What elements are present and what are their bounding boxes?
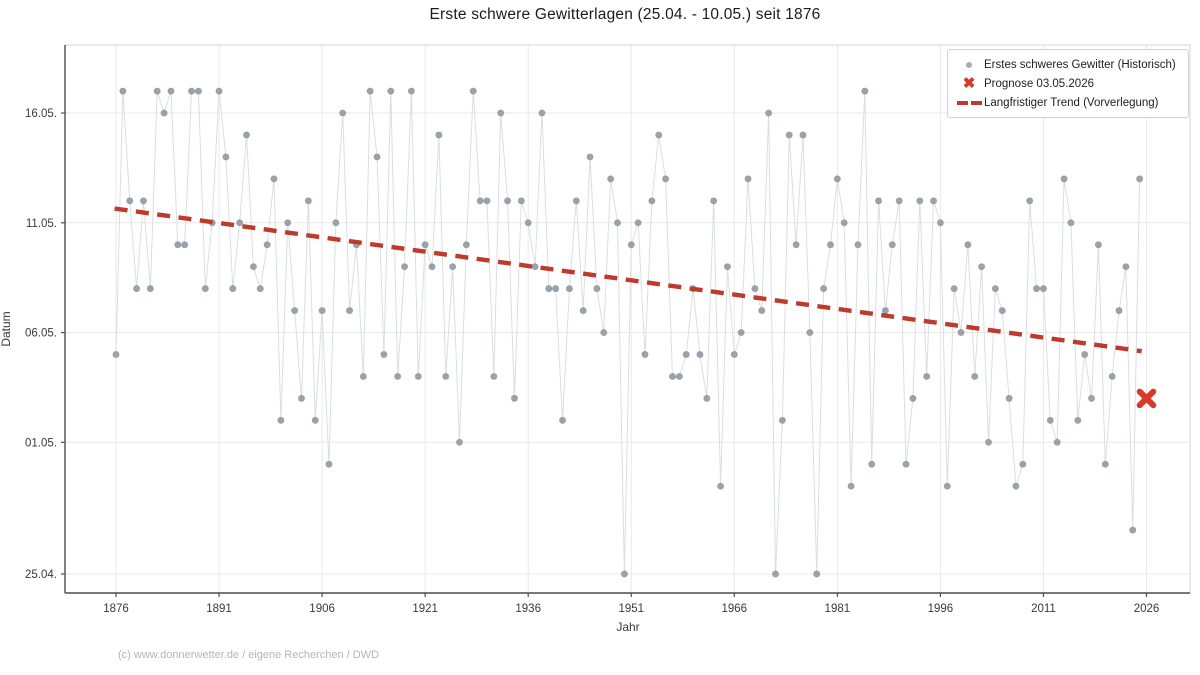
x-tick-label: 1951 <box>618 603 644 615</box>
axis-tick-labels: 1876 1891 1906 1921 1936 1951 1966 1981 1996 2011… <box>25 108 1159 615</box>
legend-label-trend: Langfristiger Trend (Vorverlegung) <box>984 96 1159 109</box>
x-tick-label: 1996 <box>928 603 954 615</box>
y-tick-label: 11.05. <box>26 218 57 230</box>
x-tick-label: 1966 <box>722 603 748 615</box>
y-tick-label: 16.05. <box>25 108 57 120</box>
x-tick-label: 2011 <box>1031 603 1056 615</box>
legend-item-prognose: ✖ Prognose 03.05.2026 <box>954 74 1181 93</box>
x-tick-label: 1921 <box>412 603 438 615</box>
legend: Erstes schweres Gewitter (Historisch) ✖ … <box>947 49 1189 118</box>
trend-line <box>114 206 1142 354</box>
y-tick-label: 01.05. <box>25 437 57 449</box>
legend-label-historical: Erstes schweres Gewitter (Historisch) <box>984 58 1176 71</box>
x-tick-label: 1876 <box>103 603 129 615</box>
y-tick-label: 25.04. <box>25 569 57 581</box>
gridlines <box>65 45 1190 593</box>
x-tick-label: 1936 <box>515 603 541 615</box>
legend-label-prognose: Prognose 03.05.2026 <box>984 77 1094 90</box>
historical-dots <box>112 87 1144 578</box>
y-tick-label: 06.05. <box>25 328 57 340</box>
x-tick-label: 1981 <box>825 603 851 615</box>
x-tick-label: 1906 <box>309 603 335 615</box>
x-tick-label: 1891 <box>206 603 232 615</box>
trend-dash-icon <box>954 100 984 105</box>
x-axis-label: Jahr <box>616 620 640 634</box>
prognose-cross-icon: ✖ <box>962 75 976 92</box>
chart-title: Erste schwere Gewitterlagen (25.04. - 10… <box>429 6 821 23</box>
copyright-credit: (c) www.donnerwetter.de / eigene Recherc… <box>118 649 380 661</box>
y-axis-label: Datum <box>0 311 13 347</box>
axis-ticks <box>61 112 1148 597</box>
x-tick-label: 2026 <box>1134 603 1160 615</box>
prognose-marker <box>1136 388 1157 409</box>
plot-frame <box>64 44 1191 594</box>
historical-dot-icon <box>954 61 984 68</box>
legend-item-trend: Langfristiger Trend (Vorverlegung) <box>954 93 1181 112</box>
historical-line <box>115 90 1141 575</box>
legend-item-historical: Erstes schweres Gewitter (Historisch) <box>954 55 1181 74</box>
